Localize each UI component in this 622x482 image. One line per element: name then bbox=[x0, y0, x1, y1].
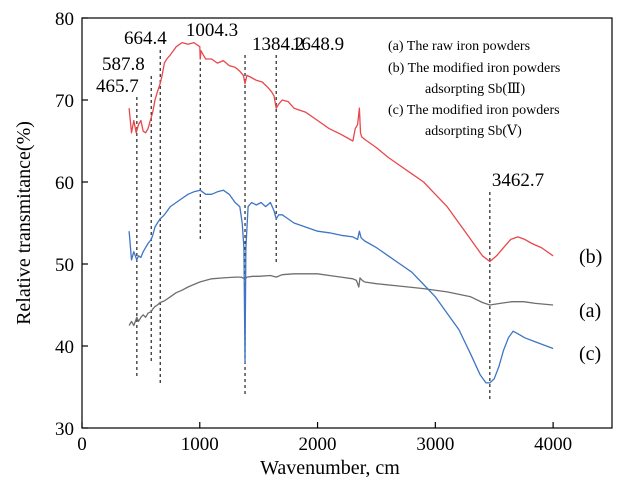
x-tick-label: 2000 bbox=[299, 434, 337, 455]
x-tick-label: 3000 bbox=[416, 434, 454, 455]
x-axis-title: Wavenumber, cm bbox=[260, 457, 400, 479]
series-line bbox=[128, 273, 554, 327]
legend-entry-a: (a) The raw iron powders bbox=[388, 39, 530, 54]
legend-entry-b: (b) The modified iron powders bbox=[388, 61, 560, 76]
y-tick-label: 80 bbox=[55, 9, 74, 30]
series-lines bbox=[128, 41, 554, 384]
series-label: (b) bbox=[579, 246, 602, 268]
y-tick-label: 60 bbox=[55, 173, 74, 194]
series-label: (a) bbox=[579, 300, 601, 322]
y-tick-label: 30 bbox=[55, 419, 74, 440]
peak-label: 664.4 bbox=[124, 28, 167, 49]
peak-label: 1648.9 bbox=[292, 34, 344, 55]
legend-entry-b-cont: adsorpting Sb(Ⅲ) bbox=[425, 82, 526, 97]
peak-label: 1384.2 bbox=[252, 34, 304, 55]
peak-label: 3462.7 bbox=[492, 170, 544, 191]
legend-entry-c-cont: adsorpting Sb(Ⅴ) bbox=[425, 124, 522, 139]
peak-label: 465.7 bbox=[96, 76, 139, 97]
y-tick-label: 40 bbox=[55, 337, 74, 358]
peak-label: 587.8 bbox=[102, 54, 145, 75]
y-tick-label: 70 bbox=[55, 91, 74, 112]
axis-ticks: 0 1000 2000 3000 4000 30 40 50 60 70 80 bbox=[55, 9, 572, 455]
series-line bbox=[128, 189, 554, 384]
x-tick-label: 4000 bbox=[534, 434, 572, 455]
series-label: (c) bbox=[579, 343, 601, 365]
y-tick-label: 50 bbox=[55, 255, 74, 276]
x-tick-label: 0 bbox=[77, 434, 87, 455]
x-tick-label: 1000 bbox=[181, 434, 219, 455]
plot-frame bbox=[81, 17, 613, 429]
series-labels: (b) (a) (c) bbox=[579, 246, 602, 365]
peak-label: 1004.3 bbox=[186, 20, 238, 41]
legend-entry-c: (c) The modified iron powders bbox=[388, 103, 560, 118]
peak-lines bbox=[136, 50, 491, 400]
y-axis-title: Relative transmitance(%) bbox=[13, 121, 35, 325]
legend: (a) The raw iron powders (b) The modifie… bbox=[388, 39, 560, 139]
series-line bbox=[128, 41, 554, 263]
